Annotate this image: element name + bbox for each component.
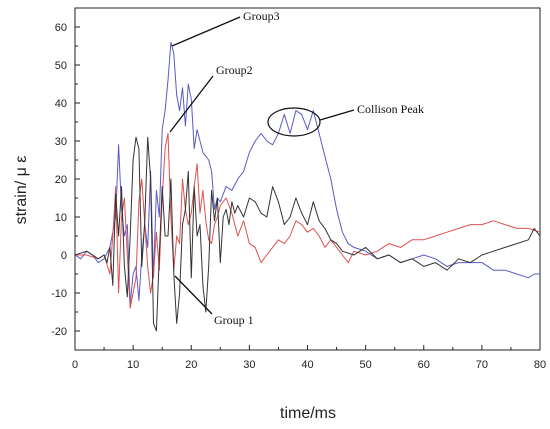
collision-peak-label: Collison Peak xyxy=(357,102,424,116)
series-line-blue xyxy=(74,41,540,305)
y-tick-label: -10 xyxy=(51,288,67,300)
series-line-red xyxy=(75,132,541,309)
collision-peak-ellipse xyxy=(267,107,321,137)
x-tick-label: 70 xyxy=(476,359,488,371)
x-tick-label: 20 xyxy=(185,359,197,371)
y-axis-title: strain/ μ ε xyxy=(13,156,30,225)
y-tick-label: 10 xyxy=(55,212,67,224)
collision-peak-leader-line xyxy=(319,109,355,121)
group1-label: Group 1 xyxy=(214,313,254,327)
group2-leader-line xyxy=(169,75,214,133)
y-tick-label: 40 xyxy=(55,98,67,110)
y-tick-label: 0 xyxy=(61,250,67,262)
x-tick-label: 0 xyxy=(72,359,78,371)
series-layer xyxy=(74,41,541,332)
series-line-black xyxy=(74,136,541,332)
x-tick-label: 40 xyxy=(301,359,313,371)
group2-label: Group2 xyxy=(216,63,253,77)
y-tick-label: 30 xyxy=(55,136,67,148)
x-tick-label: 50 xyxy=(360,359,372,371)
annotation-layer: Group3 Group2 Collison Peak Group 1 xyxy=(169,9,424,327)
x-tick-label: 10 xyxy=(127,359,139,371)
plot-frame xyxy=(74,7,541,351)
axes: 0 10 20 30 40 50 60 70 80 -20 -10 0 10 20 30 40 50 60 xyxy=(51,7,546,371)
group1-leader-line xyxy=(174,275,213,315)
x-tick-label: 30 xyxy=(243,359,255,371)
x-tick-label: 80 xyxy=(534,359,546,371)
group3-leader-line xyxy=(171,16,241,47)
group3-label: Group3 xyxy=(243,9,280,23)
x-tick-label: 60 xyxy=(418,359,430,371)
y-tick-label: -20 xyxy=(51,326,67,338)
y-tick-label: 20 xyxy=(55,174,67,186)
x-axis-title: time/ms xyxy=(280,405,336,422)
y-tick-label: 50 xyxy=(55,60,67,72)
y-tick-label: 60 xyxy=(55,22,67,34)
